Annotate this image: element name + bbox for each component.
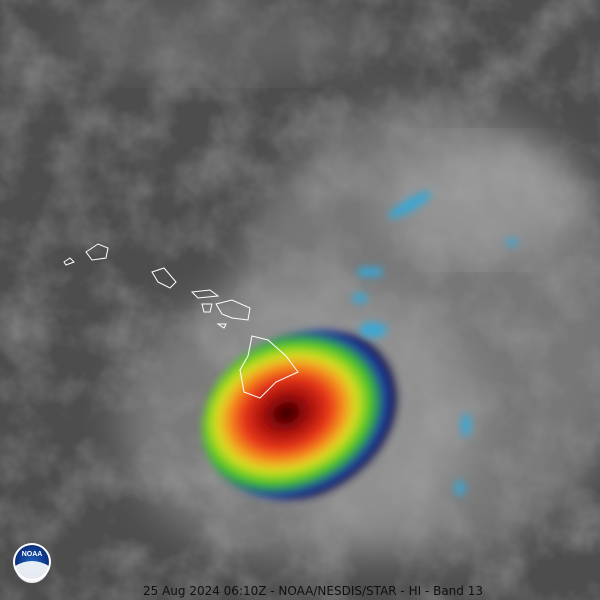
logo-label: NOAA [22,551,43,558]
island-outlines [63,243,299,399]
noaa-logo: NOAA [13,543,51,583]
caption: 25 Aug 2024 06:10Z - NOAA/NESDIS/STAR - … [143,584,483,598]
storm [202,191,518,501]
